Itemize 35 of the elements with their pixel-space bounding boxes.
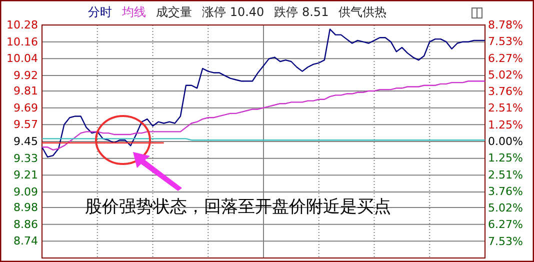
text: 成交量 — [156, 5, 192, 19]
text: 均线 — [121, 5, 146, 19]
y2-tick-label: 8.78% — [488, 18, 523, 32]
y-tick-label: 9.81 — [14, 84, 38, 98]
y2-tick-label: 5.02% — [488, 68, 523, 82]
y-tick-label: 8.98 — [14, 200, 38, 214]
y2-tick-label: 2.51% — [488, 168, 523, 182]
y2-tick-label: 5.02% — [488, 202, 523, 215]
y2-tick-label: 0.00% — [488, 135, 523, 148]
annotation: 股价强势状态，回落至开盘价附近是买点 — [85, 197, 391, 217]
y2-tick-label: 6.27% — [488, 52, 523, 65]
y-tick-label: 9.57 — [14, 118, 38, 132]
y2-tick-label: 7.53% — [488, 35, 523, 48]
text: 分时 — [88, 5, 112, 19]
y2-tick-label: 1.25% — [488, 118, 523, 132]
y2-tick-label: 6.27% — [488, 218, 523, 232]
y-tick-label: 9.45 — [14, 135, 38, 148]
y-tick-label: 10.04 — [6, 52, 38, 66]
y2-tick-label: 1.25% — [488, 152, 523, 165]
y2-tick-label: 7.53% — [488, 234, 523, 248]
y-tick-label: 9.92 — [14, 69, 38, 82]
text: 涨停 10.40 — [202, 5, 264, 19]
y-tick-label: 9.33 — [14, 152, 38, 165]
y-tick-label: 9.09 — [14, 186, 38, 199]
y-tick-label: 8.86 — [14, 218, 38, 231]
text: 供气供热 — [338, 5, 387, 19]
y-tick-label: 9.69 — [14, 101, 38, 114]
y2-tick-label: 2.51% — [488, 102, 523, 115]
text: 跌停 8.51 — [274, 5, 329, 19]
y2-tick-label: 3.76% — [488, 184, 523, 198]
y-tick-label: 10.16 — [6, 35, 38, 48]
y-tick-label: 9.21 — [14, 168, 38, 182]
y-tick-label: 10.28 — [6, 18, 38, 32]
y-tick-label: 8.74 — [14, 234, 38, 248]
y2-tick-label: 3.76% — [488, 85, 523, 98]
